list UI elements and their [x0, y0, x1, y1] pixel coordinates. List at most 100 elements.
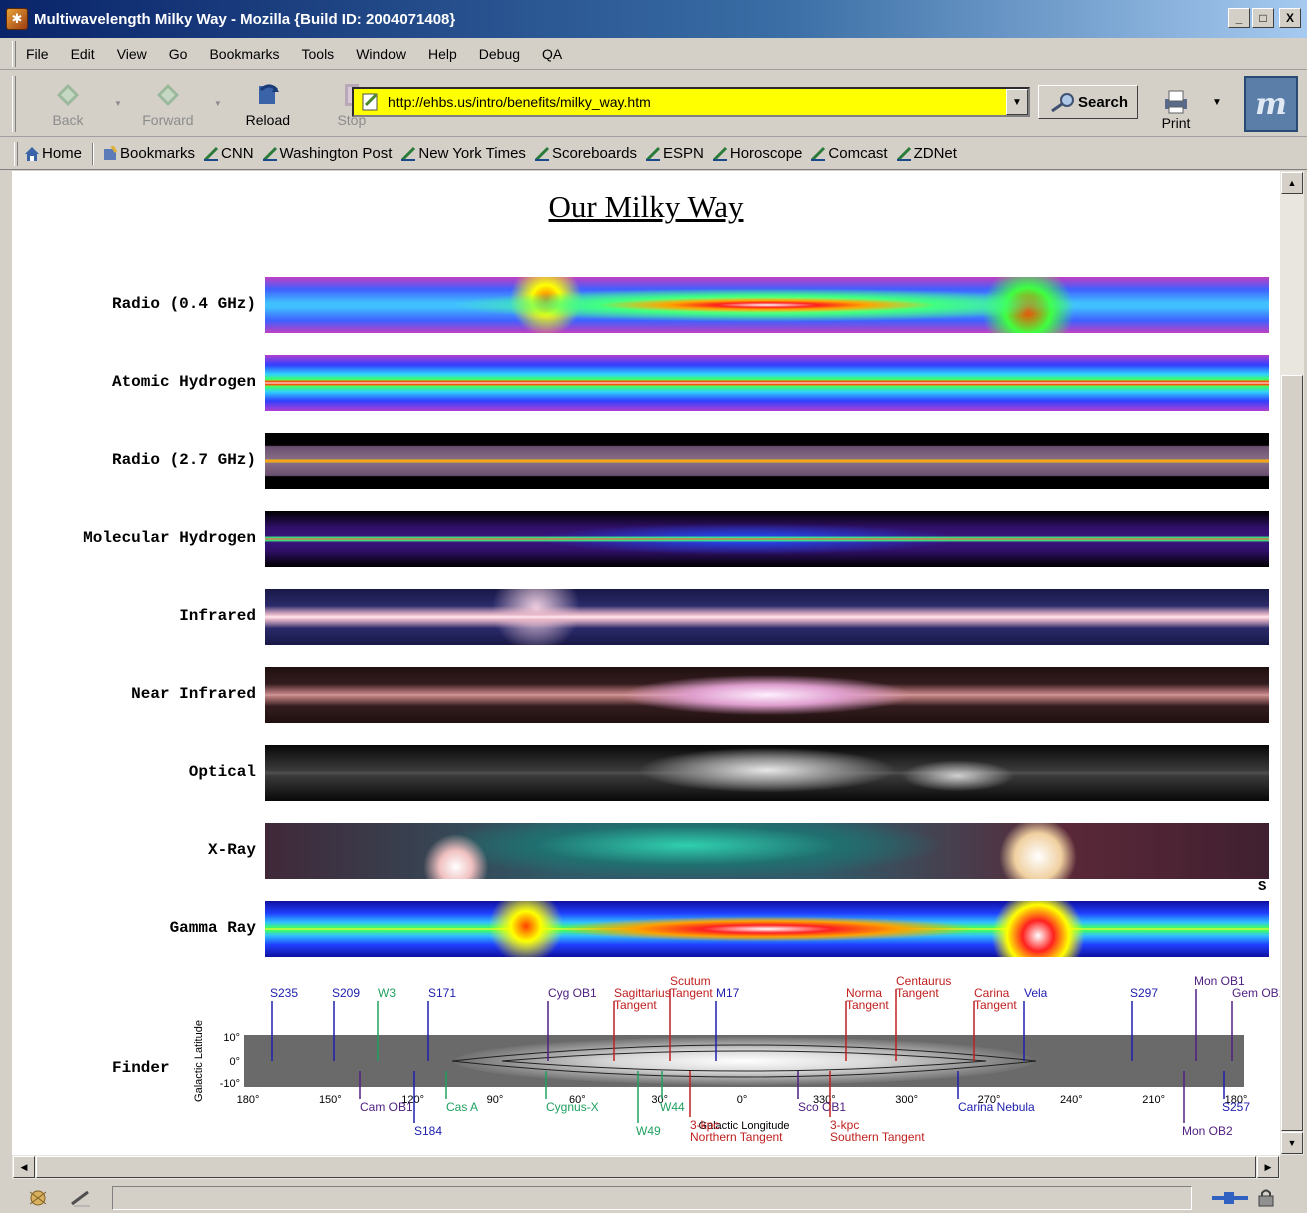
toolbar-grip[interactable] [12, 75, 16, 132]
finder-label-top: Mon OB1 [1194, 974, 1245, 988]
bookmark-espn[interactable]: ESPN [645, 145, 704, 162]
print-dropdown-icon[interactable]: ▼ [1212, 97, 1222, 108]
molecular-hydrogen-image [265, 511, 1269, 567]
lat-tick: 0° [229, 1056, 240, 1068]
print-label: Print [1161, 115, 1191, 131]
back-arrow-icon [57, 83, 79, 106]
radio-408mhz-image [265, 277, 1269, 333]
reload-button[interactable]: Reload [226, 74, 310, 134]
bookmark-zdnet[interactable]: ZDNet [896, 145, 957, 162]
band-label: Radio (0.4 GHz) [111, 295, 256, 313]
bookmark-link-icon [534, 146, 549, 161]
finder-label-bottom: Mon OB2 [1182, 1124, 1233, 1138]
bookmark-bookmarks[interactable]: Bookmarks [102, 145, 195, 162]
vertical-scrollbar[interactable]: ▲ ▼ [1280, 171, 1304, 1155]
band-label: Infrared [179, 607, 256, 625]
security-status-icon[interactable] [24, 1188, 52, 1208]
finder-label-bottom: W49 [636, 1124, 661, 1138]
url-dropdown-icon[interactable]: ▼ [1006, 89, 1028, 115]
finder-label-top: Scutum [670, 974, 711, 988]
scroll-right-icon[interactable]: ▶ [1257, 1156, 1279, 1178]
lon-tick: 300° [895, 1094, 918, 1106]
finder-label-top: S171 [428, 986, 456, 1000]
finder-label-top: Tangent [614, 998, 657, 1012]
bookmark-link-icon [203, 146, 219, 161]
bookmark-cnn[interactable]: CNN [203, 145, 254, 162]
forward-dropdown-icon[interactable]: ▼ [213, 99, 222, 108]
status-bar [0, 1182, 1307, 1213]
back-button[interactable]: Back [26, 74, 110, 134]
infrared-image [265, 589, 1269, 645]
bookmark-link-icon [896, 146, 911, 161]
lon-tick: 120° [401, 1094, 424, 1106]
menu-bookmarks[interactable]: Bookmarks [209, 45, 280, 62]
menu-debug[interactable]: Debug [478, 45, 521, 62]
print-button[interactable]: Print [1156, 77, 1196, 135]
bookmark-label: Washington Post [279, 145, 393, 162]
bookmark-washington-post[interactable]: Washington Post [262, 145, 393, 162]
finder-label-bottom: S257 [1222, 1100, 1250, 1114]
finder-label-bottom: Cam OB1 [360, 1100, 413, 1114]
menu-edit[interactable]: Edit [70, 45, 95, 62]
bookmark-new-york-times[interactable]: New York Times [400, 145, 526, 162]
scroll-thumb[interactable] [1281, 375, 1303, 1131]
finder-label-bottom: Carina Nebula [958, 1100, 1035, 1114]
band-row-infrared: Infrared [12, 589, 1280, 645]
page-content: Our Milky Way Radio (0.4 GHz) Atomic Hyd… [12, 171, 1280, 1155]
bookmark-label: New York Times [418, 145, 526, 162]
close-button[interactable]: X [1279, 8, 1301, 28]
bookmark-comcast[interactable]: Comcast [810, 145, 888, 162]
menu-tools[interactable]: Tools [301, 45, 335, 62]
finder-diagram: Galactic Latitude 10° 0° -10° 180° 150° 12… [193, 974, 1280, 1144]
menu-qa[interactable]: QA [542, 45, 563, 62]
compose-icon[interactable] [68, 1188, 96, 1208]
bookmark-link-icon [262, 146, 277, 161]
forward-button[interactable]: Forward [126, 74, 210, 134]
horizontal-scrollbar[interactable]: ◀ ▶ [12, 1155, 1280, 1179]
scroll-down-icon[interactable]: ▼ [1281, 1132, 1303, 1154]
bookmark-horoscope[interactable]: Horoscope [712, 145, 802, 162]
lock-icon[interactable] [1256, 1188, 1276, 1208]
lon-tick: 150° [319, 1094, 342, 1106]
finder-label-top: Cyg OB1 [548, 986, 597, 1000]
finder-label-bottom: Northern Tangent [690, 1130, 783, 1144]
near-infrared-image [265, 667, 1269, 723]
menu-view[interactable]: View [116, 45, 147, 62]
menu-file[interactable]: File [26, 45, 49, 62]
url-text[interactable]: http://ehbs.us/intro/benefits/milky_way.… [388, 94, 651, 110]
bookmark-label: CNN [221, 145, 254, 162]
finder-label-top: Centaurus [896, 974, 951, 988]
bookmark-home[interactable]: Home [24, 145, 82, 162]
toolbar-grip[interactable] [14, 141, 18, 166]
online-status-icon[interactable] [1210, 1188, 1250, 1208]
minimize-button[interactable]: _ [1228, 8, 1250, 28]
toolbar-grip[interactable] [12, 40, 16, 67]
url-bar[interactable]: http://ehbs.us/intro/benefits/milky_way.… [352, 87, 1030, 117]
scroll-left-icon[interactable]: ◀ [13, 1156, 35, 1178]
bookmark-link-icon [712, 146, 727, 161]
title-bar: ✱ Multiwavelength Milky Way - Mozilla {B… [0, 0, 1307, 38]
throbber-logo[interactable]: m [1244, 76, 1298, 132]
finder-label-top: Tangent [896, 986, 939, 1000]
back-dropdown-icon[interactable]: ▼ [114, 99, 122, 108]
bookmark-link-icon [645, 146, 661, 161]
finder-label-bottom: Cas A [446, 1100, 478, 1114]
finder-label-bottom: 3-kpc [830, 1118, 859, 1132]
finder-label-top: Sagittarius [614, 986, 671, 1000]
search-button[interactable]: Search [1038, 85, 1138, 119]
mozilla-app-icon[interactable]: ✱ [6, 8, 28, 30]
band-row-atomic-hydrogen: Atomic Hydrogen [12, 355, 1280, 411]
bookmark-scoreboards[interactable]: Scoreboards [534, 145, 637, 162]
menu-go[interactable]: Go [168, 45, 188, 62]
band-row-x-ray: X-Ray [12, 823, 1280, 879]
menu-help[interactable]: Help [427, 45, 457, 62]
scroll-up-icon[interactable]: ▲ [1281, 172, 1303, 194]
band-row-near-infrared: Near Infrared [12, 667, 1280, 723]
maximize-button[interactable]: □ [1252, 8, 1274, 28]
page-proxy-icon[interactable] [360, 91, 382, 113]
lon-tick: 240° [1060, 1094, 1083, 1106]
menu-window[interactable]: Window [356, 45, 406, 62]
finder-label-top: S297 [1130, 986, 1158, 1000]
band-label: Near Infrared [131, 685, 256, 703]
hscroll-thumb[interactable] [36, 1156, 1256, 1178]
